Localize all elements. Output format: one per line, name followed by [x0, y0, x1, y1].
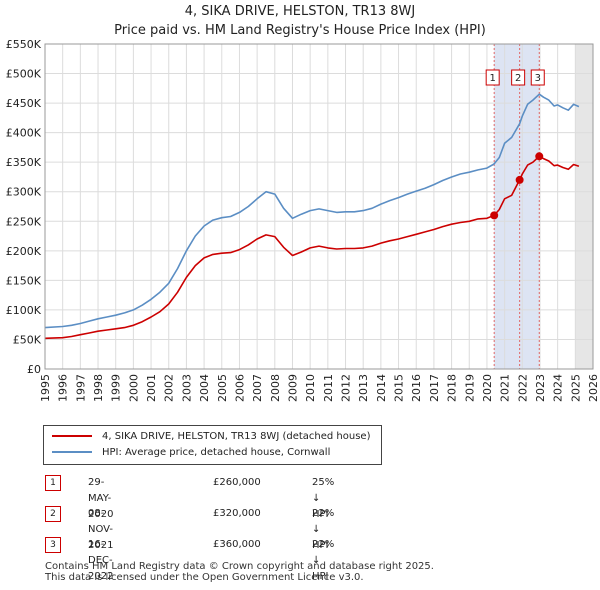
transaction-date: 16-DEC-2022: [88, 539, 114, 582]
footer-licence: This data is licensed under the Open Gov…: [45, 572, 364, 583]
x-tick-label: 2006: [233, 374, 246, 402]
transaction-hpi-diff: 22% ↓ HPI: [312, 508, 335, 551]
transaction-price: £360,000: [213, 539, 261, 550]
transaction-marker-label: 1: [489, 73, 495, 84]
transaction-marker-label: 2: [45, 506, 61, 522]
transaction-hpi-diff: 25% ↓ HPI: [312, 477, 335, 520]
x-tick-label: 2016: [410, 374, 423, 402]
x-tick-label: 2002: [163, 374, 176, 402]
x-tick-label: 2011: [322, 374, 335, 402]
y-tick-label: £450K: [6, 97, 42, 110]
x-tick-label: 2000: [127, 374, 140, 402]
x-tick-label: 2025: [569, 374, 582, 402]
transaction-date: 29-MAY-2020: [88, 477, 114, 520]
property-price-line: [44, 155, 580, 340]
x-tick-label: 2024: [552, 374, 565, 402]
x-tick-label: 2021: [499, 374, 512, 402]
chart-subtitle: Price paid vs. HM Land Registry's House …: [114, 23, 486, 38]
transaction-marker-label: 1: [45, 475, 61, 491]
hpi-line: [44, 93, 580, 329]
legend-label-hpi: HPI: Average price, detached house, Corn…: [102, 447, 331, 458]
x-tick-label: 2001: [145, 374, 158, 402]
price-chart: £0 £50K £100K £150K £200K £250K £300K £350K £400…: [6, 38, 600, 402]
y-tick-label: £50K: [13, 333, 42, 346]
x-tick-label: 2012: [340, 374, 353, 402]
x-tick-label: 2018: [446, 374, 459, 402]
x-tick-label: 2020: [481, 374, 494, 402]
y-tick-label: £250K: [6, 215, 42, 228]
transaction-price: £320,000: [213, 508, 261, 519]
x-tick-label: 1996: [57, 374, 70, 402]
x-tick-label: 1998: [92, 374, 105, 402]
y-tick-label: £0: [27, 363, 41, 376]
x-tick-label: 2008: [269, 374, 282, 402]
footer-copyright: Contains HM Land Registry data © Crown c…: [45, 561, 434, 572]
transaction-point: [515, 175, 524, 184]
x-tick-label: 1995: [39, 374, 52, 402]
x-tick-label: 2026: [587, 374, 600, 402]
transaction-marker-box: [485, 69, 500, 86]
y-tick-label: £150K: [6, 274, 42, 287]
transaction-marker-label: 2: [515, 73, 521, 84]
x-tick-label: 1997: [74, 374, 87, 402]
x-tick-label: 2005: [216, 374, 229, 402]
transaction-point: [490, 211, 499, 220]
transaction-price: £260,000: [213, 477, 261, 488]
x-tick-label: 2017: [428, 374, 441, 402]
legend-swatch-blue: [52, 451, 92, 453]
x-tick-label: 2015: [393, 374, 406, 402]
x-tick-label: 1999: [110, 374, 123, 402]
x-tick-label: 2009: [286, 374, 299, 402]
chart-title: 4, SIKA DRIVE, HELSTON, TR13 8WJ: [184, 4, 416, 19]
footer: Contains HM Land Registry data © Crown c…: [45, 561, 434, 583]
x-tick-label: 2004: [198, 374, 211, 402]
transaction-point: [535, 152, 544, 161]
x-tick-label: 2007: [251, 374, 264, 402]
transaction-date: 08-NOV-2021: [88, 508, 114, 551]
transaction-marker-box: [511, 69, 526, 86]
legend-swatch-red: [52, 435, 92, 437]
transaction-marker-label: 3: [535, 73, 541, 84]
x-tick-label: 2014: [375, 374, 388, 402]
plot-frame: [44, 43, 594, 370]
transaction-marker-label: 3: [45, 537, 61, 553]
future-period-shade: [575, 44, 593, 369]
x-tick-label: 2022: [516, 374, 529, 402]
x-tick-label: 2013: [357, 374, 370, 402]
transaction-marker-box: [530, 69, 545, 86]
legend-item-hpi: HPI: Average price, detached house, Corn…: [52, 446, 330, 460]
legend: 4, SIKA DRIVE, HELSTON, TR13 8WJ (detach…: [43, 425, 382, 465]
transaction-period-shade: [494, 44, 540, 369]
y-tick-label: £550K: [6, 38, 42, 51]
x-tick-label: 2010: [304, 374, 317, 402]
x-tick-label: 2019: [463, 374, 476, 402]
y-tick-label: £100K: [6, 304, 42, 317]
x-tick-label: 2023: [534, 374, 547, 402]
y-tick-label: £500K: [6, 68, 42, 81]
y-tick-label: £350K: [6, 156, 42, 169]
legend-label-property: 4, SIKA DRIVE, HELSTON, TR13 8WJ (detach…: [102, 431, 371, 442]
transaction-hpi-diff: 22% ↓ HPI: [312, 539, 335, 582]
legend-item-property: 4, SIKA DRIVE, HELSTON, TR13 8WJ (detach…: [52, 430, 370, 444]
x-tick-label: 2003: [180, 374, 193, 402]
y-tick-label: £400K: [6, 127, 42, 140]
y-tick-label: £300K: [6, 186, 42, 199]
y-tick-label: £200K: [6, 245, 42, 258]
